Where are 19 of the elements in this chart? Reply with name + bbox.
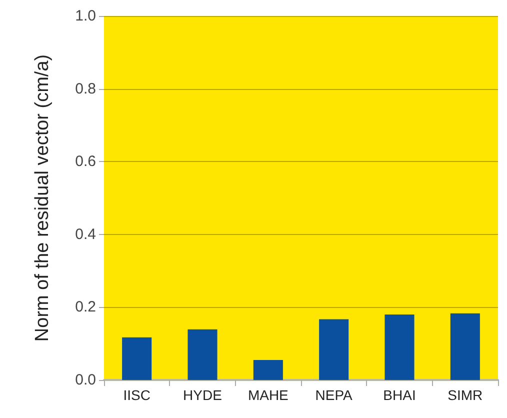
y-axis-title: Norm of the residual vector (cm/a) — [32, 54, 53, 342]
x-tick-label: NEPA — [315, 387, 354, 403]
y-tick-label: 0.2 — [75, 298, 96, 316]
bar — [319, 319, 349, 380]
x-tick-label: IISC — [123, 387, 150, 403]
y-tick-label: 0.0 — [75, 372, 96, 388]
y-tick-label: 0.6 — [75, 153, 96, 170]
x-tick-label: BHAI — [383, 387, 416, 403]
y-tick-label: 0.8 — [75, 80, 96, 98]
y-tick-label: 1.0 — [75, 8, 96, 24]
bar — [253, 360, 283, 380]
bar — [384, 314, 414, 380]
x-tick-label: SIMR — [448, 387, 483, 403]
x-tick-label: MAHE — [248, 387, 288, 403]
bar — [122, 337, 152, 380]
y-tick-label: 0.4 — [75, 226, 96, 243]
bar — [188, 329, 218, 380]
x-tick-label: HYDE — [183, 387, 222, 403]
bar — [450, 313, 480, 380]
